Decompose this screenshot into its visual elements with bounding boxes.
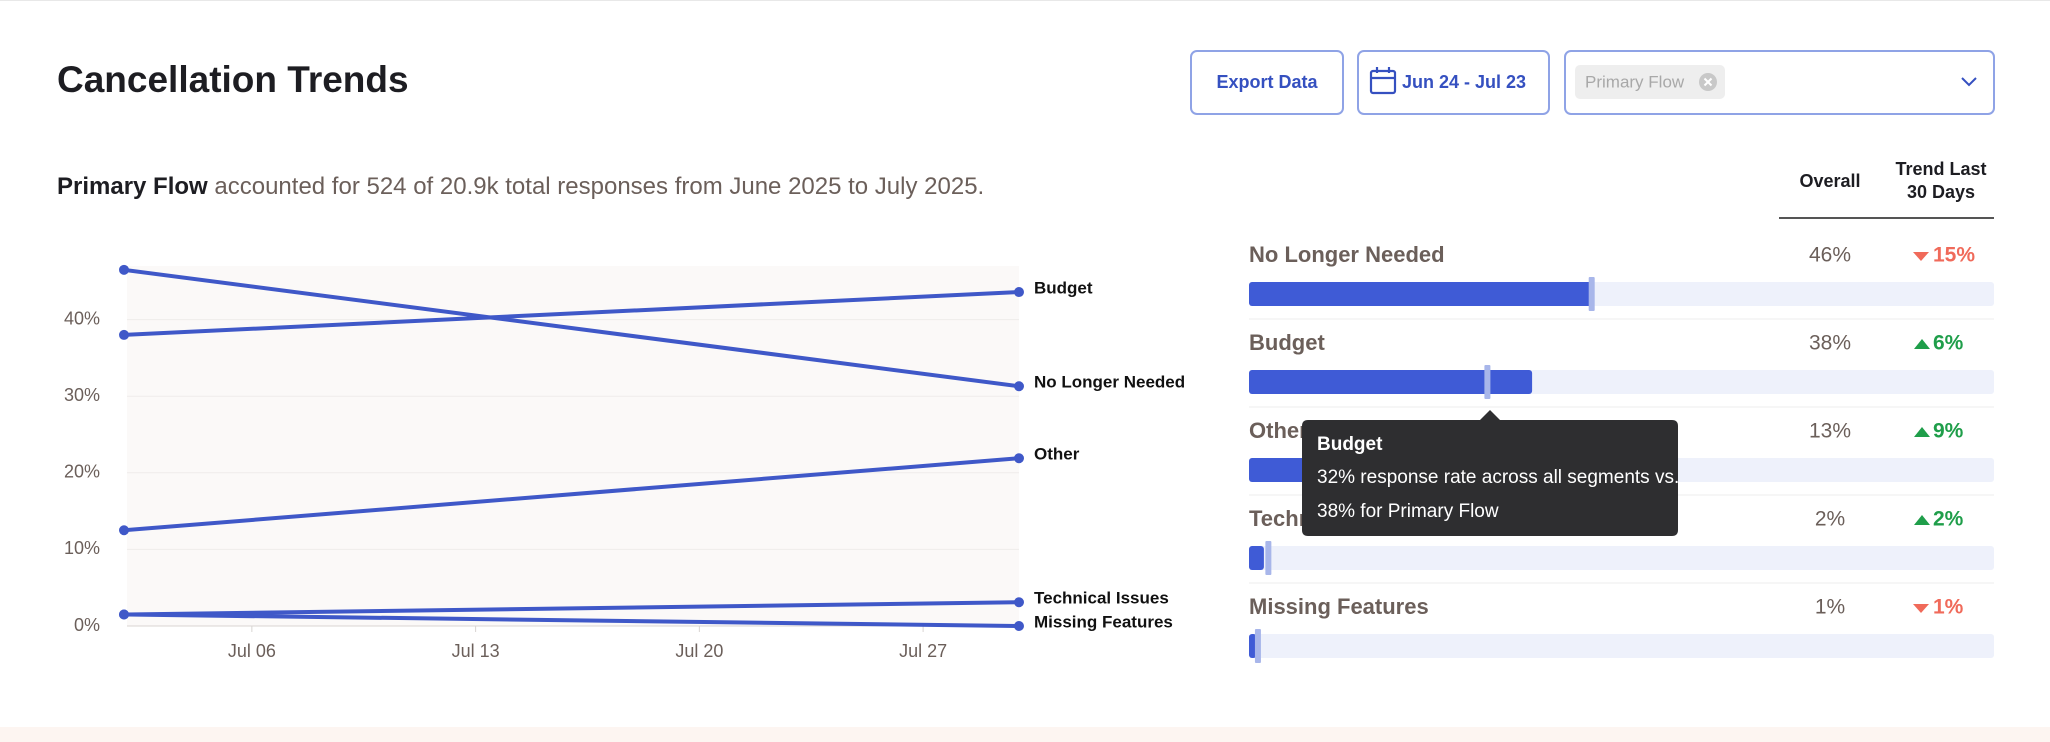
series-point — [119, 264, 129, 275]
export-button-label[interactable]: Export Data — [1216, 72, 1318, 92]
series-point — [119, 609, 129, 620]
row-name: Budget — [1249, 330, 1325, 355]
series-point — [1014, 597, 1024, 608]
y-tick-label: 0% — [74, 615, 100, 635]
trend-arrow — [1913, 604, 1929, 613]
bar-track — [1249, 546, 1994, 570]
x-tick-label: Jul 06 — [228, 641, 276, 661]
marks: 0% 10% 20% 30% 40% Jul 06 Jul 13 Jul 20 Jul 27 Bu… — [64, 242, 1994, 663]
calendar-icon — [1369, 67, 1397, 95]
dropdown-chevron[interactable] — [1961, 77, 1977, 87]
row-name: No Longer Needed — [1249, 242, 1445, 267]
summary-text: accounted for 524 of 20.9k total respons… — [208, 173, 985, 200]
benchmark-marker — [1254, 629, 1261, 663]
series-label: Technical Issues — [1034, 589, 1169, 608]
series-label: Missing Features — [1034, 612, 1173, 631]
bar — [1249, 282, 1592, 306]
row-trend: 15% — [1933, 244, 1975, 267]
series-line — [123, 267, 1020, 389]
column-header: Overall — [1799, 171, 1860, 191]
trend-arrow — [1914, 515, 1930, 525]
row-overall: 13% — [1809, 420, 1851, 443]
y-tick-label: 40% — [64, 308, 100, 328]
benchmark-marker — [1265, 541, 1272, 575]
series-line — [123, 600, 1020, 617]
tooltip-line: 32% response rate across all segments vs… — [1317, 467, 1679, 488]
y-tick-label: 10% — [64, 538, 100, 558]
series-point — [1014, 381, 1024, 392]
series-line — [123, 612, 1020, 628]
filter-chip-label: Primary Flow — [1585, 72, 1685, 91]
benchmark-marker — [1484, 365, 1491, 399]
series-label: Budget — [1034, 279, 1093, 298]
x-tick-label: Jul 20 — [675, 641, 723, 661]
tooltip-line: 38% for Primary Flow — [1317, 501, 1499, 522]
y-tick-label: 30% — [64, 385, 100, 405]
bar — [1249, 370, 1533, 394]
x-tick-label: Jul 27 — [899, 641, 947, 661]
row-overall: 1% — [1815, 596, 1845, 619]
tooltip-box — [1302, 410, 1678, 536]
trend-arrow — [1914, 339, 1930, 349]
chip-remove-x — [1703, 77, 1713, 87]
series-point — [119, 525, 129, 536]
bottom-band — [0, 727, 2050, 742]
row-name: Missing Features — [1249, 594, 1429, 619]
series-line — [123, 290, 1020, 337]
series-point — [119, 329, 129, 340]
series-label: Other — [1034, 445, 1080, 464]
x-tick-label: Jul 13 — [452, 641, 500, 661]
trend-arrow — [1914, 427, 1930, 437]
summary: Primary Flow accounted for 524 of 20.9k … — [57, 173, 984, 200]
series-point — [1014, 287, 1024, 298]
row-trend: 6% — [1933, 332, 1964, 355]
row-trend: 9% — [1933, 420, 1964, 443]
benchmark-marker — [1588, 277, 1595, 311]
row-name: Other — [1249, 418, 1308, 443]
bar — [1249, 634, 1257, 658]
series-point — [1014, 453, 1024, 464]
row-trend: 2% — [1933, 508, 1964, 531]
row-overall: 38% — [1809, 332, 1851, 355]
tooltip-title: Budget — [1317, 434, 1383, 455]
page-title: Cancellation Trends — [57, 59, 409, 100]
series-label: No Longer Needed — [1034, 373, 1185, 392]
filter-chip — [1575, 65, 1725, 99]
trend-arrow — [1913, 252, 1929, 261]
row-trend: 1% — [1933, 596, 1964, 619]
export-button[interactable] — [1190, 50, 1344, 115]
column-header: Trend Last 30 Days — [1895, 159, 1986, 202]
row-overall: 46% — [1809, 244, 1851, 267]
summary-lead: Primary Flow — [57, 173, 208, 200]
bar — [1249, 546, 1264, 570]
date-range[interactable]: Jun 24 - Jul 23 — [1402, 72, 1526, 92]
y-tick-label: 20% — [64, 462, 100, 482]
series-line — [123, 456, 1020, 533]
row-overall: 2% — [1815, 508, 1845, 531]
series-point — [1014, 621, 1024, 631]
tooltip: Budget 32% response rate across all segm… — [1302, 410, 1679, 536]
bar-track — [1249, 634, 1994, 658]
date-button[interactable] — [1357, 50, 1550, 115]
